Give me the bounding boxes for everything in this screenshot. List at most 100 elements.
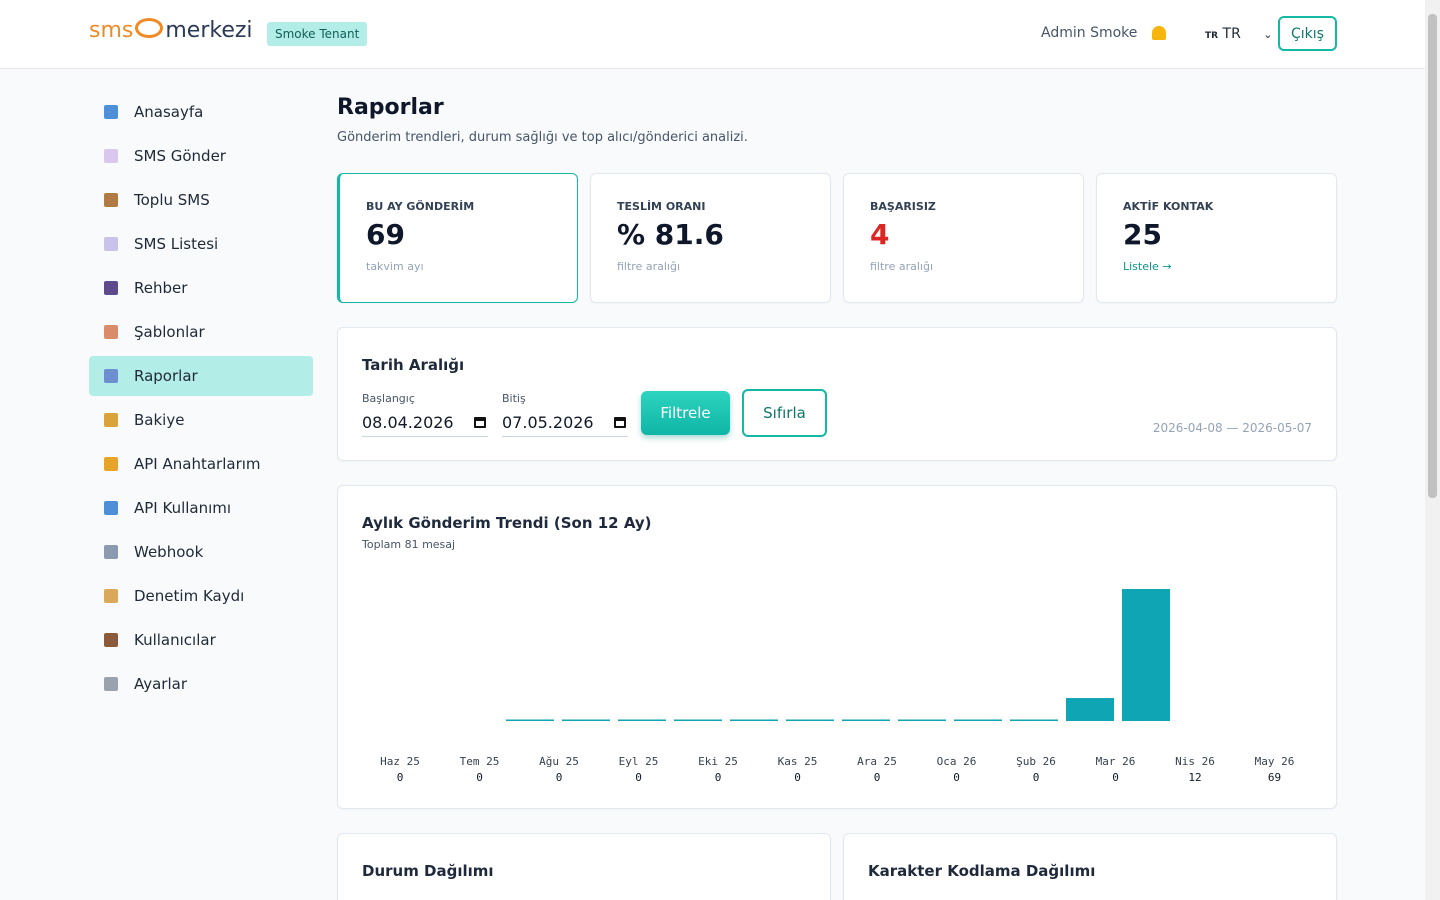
reset-button[interactable]: Sıfırla [742,389,827,437]
nav-item[interactable]: Ayarlar [89,664,313,704]
filter-title: Tarih Aralığı [362,356,465,374]
filter-button[interactable]: Filtrele [641,391,730,435]
calendar-icon [614,417,626,428]
chart: Haz 25 0 Tem 25 0 Ağu 25 0 Eyl 25 0 Eki 25 0 Kas 2… [380,589,1295,784]
nav-item[interactable]: API Kullanımı [89,488,313,528]
bar [618,719,666,721]
nav-icon [104,325,118,339]
scrollbar[interactable] [1425,0,1440,900]
nav-item[interactable]: Raporlar [89,356,313,396]
nav-item[interactable]: Rehber [89,268,313,308]
value-label: 0 [953,771,960,784]
value-label: 69 [1268,771,1281,784]
nav-icon [104,501,118,515]
encoding-card: Karakter Kodlama Dağılımı [843,833,1337,900]
page-title: Raporlar [337,95,444,120]
nav-label: SMS Gönder [134,147,226,165]
nav-item[interactable]: SMS Gönder [89,136,313,176]
x-tick-label: Ağu 25 [539,755,579,768]
x-tick-label: Oca 26 [937,755,977,768]
nav-label: Webhook [134,543,204,561]
nav-icon [104,149,118,163]
x-tick-label: Kas 25 [778,755,818,768]
nav-label: Rehber [134,279,188,297]
chart-title: Aylık Gönderim Trendi (Son 12 Ay) [362,514,652,532]
nav-label: Kullanıcılar [134,631,216,649]
chart-subtitle: Toplam 81 mesaj [362,538,456,551]
logo[interactable]: sms merkezi [89,18,253,43]
start-date-input[interactable]: 08.04.2026 [362,410,488,437]
value-label: 0 [556,771,563,784]
x-tick-label: Eyl 25 [619,755,659,768]
nav-icon [104,545,118,559]
dropdown-arrow: ⌄ [1263,28,1273,41]
tenant-badge: Smoke Tenant [267,22,368,46]
nav-label: API Kullanımı [134,499,232,517]
nav-icon [104,457,118,471]
stat-value: 69 [366,218,405,251]
nav-label: Toplu SMS [134,191,210,209]
nav-icon [104,369,118,383]
nav-icon [104,237,118,251]
bar [1122,589,1170,721]
stat-label: TESLİM ORANI [617,200,706,213]
x-tick-label: Şub 26 [1016,755,1056,768]
nav-label: SMS Listesi [134,235,219,253]
x-tick-label: Eki 25 [698,755,738,768]
x-tick-label: May 26 [1255,755,1295,768]
nav-item[interactable]: Kullanıcılar [89,620,313,660]
value-label: 12 [1188,771,1201,784]
value-label: 0 [794,771,801,784]
stat-value: 4 [870,218,890,251]
nav-icon [104,193,118,207]
end-date-input[interactable]: 07.05.2026 [502,410,628,437]
nav-icon [104,589,118,603]
logout-button[interactable]: Çıkış [1278,16,1337,51]
nav-item[interactable]: Bakiye [89,400,313,440]
nav-item[interactable]: Şablonlar [89,312,313,352]
bar [1010,719,1058,721]
nav-icon [104,281,118,295]
nav-label: Ayarlar [134,675,188,693]
end-label: Bitiş [502,392,526,405]
value-label: 0 [715,771,722,784]
stat-label: BAŞARISIZ [870,200,936,213]
logo-left: sms [89,18,134,43]
nav-icon [104,677,118,691]
stat-label: BU AY GÖNDERİM [366,200,475,213]
value-label: 0 [397,771,404,784]
bar [562,719,610,721]
stat-note: filtre aralığı [870,260,933,273]
nav-label: Bakiye [134,411,185,429]
notification-bell[interactable] [1152,26,1166,40]
language-select[interactable]: TR TR ⌄ [1205,26,1272,42]
bar [954,719,1002,721]
nav-item[interactable]: SMS Listesi [89,224,313,264]
bar [506,719,554,721]
status-card: Durum Dağılımı [337,833,831,900]
value-label: 0 [476,771,483,784]
encoding-title: Karakter Kodlama Dağılımı [868,862,1096,880]
nav-item[interactable]: API Anahtarlarım [89,444,313,484]
nav-item[interactable]: Anasayfa [89,92,313,132]
nav-item[interactable]: Toplu SMS [89,180,313,220]
x-tick-label: Haz 25 [380,755,420,768]
logo-icon [135,18,164,38]
language: TR [1222,26,1241,42]
nav-label: Anasayfa [134,103,204,121]
scrollbar-thumb[interactable] [1428,14,1437,498]
nav-item[interactable]: Webhook [89,532,313,572]
bar [786,719,834,721]
x-tick-label: Ara 25 [857,755,897,768]
nav-label: Denetim Kaydı [134,587,245,605]
user-name[interactable]: Admin Smoke [1041,25,1138,41]
bar [730,719,778,721]
stat-card: BU AY GÖNDERİM 69 takvim ayı [337,173,578,303]
logo-right: merkezi [165,18,253,43]
nav-label: Raporlar [134,367,198,385]
stat-link[interactable]: Listele → [1123,260,1172,273]
nav-item[interactable]: Denetim Kaydı [89,576,313,616]
start-label: Başlangıç [362,392,415,405]
nav-icon [104,633,118,647]
